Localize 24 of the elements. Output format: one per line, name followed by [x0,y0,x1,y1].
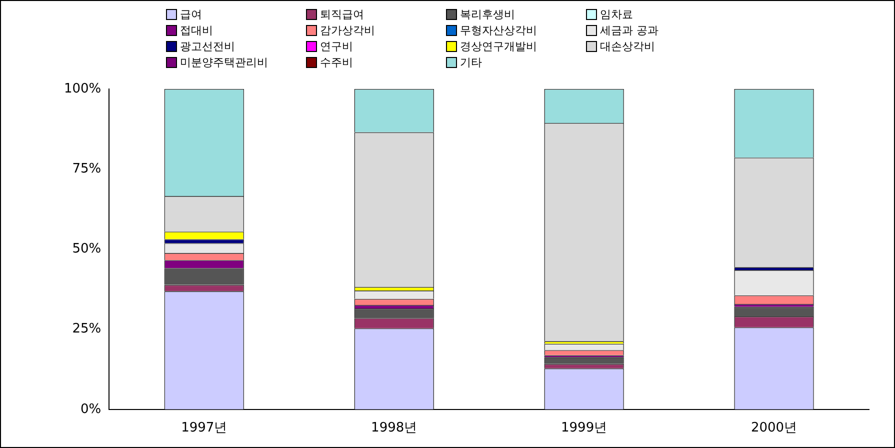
legend-label: 연구비 [320,39,353,54]
legend-label: 임차료 [600,7,633,22]
y-tick-label: 50% [72,242,102,257]
x-tick-label: 1999년 [561,420,608,436]
legend-label: 복리후생비 [460,7,515,22]
legend-label: 세금과 공과 [600,23,658,38]
y-tick-label: 100% [64,81,102,96]
y-tick-label: 25% [72,322,102,337]
y-tick-label: 75% [72,161,102,176]
y-tick-label: 0% [80,402,102,417]
legend-label: 대손상각비 [600,39,655,54]
legend-label: 광고선전비 [180,39,235,54]
legend-label: 수주비 [320,55,353,70]
legend-label: 무형자산상각비 [460,23,537,38]
legend-label: 퇴직급여 [320,7,364,22]
x-tick-label: 1998년 [371,420,418,436]
legend-label: 경상연구개발비 [460,39,537,54]
x-tick-label: 1997년 [181,420,228,436]
legend-label: 기타 [460,55,482,70]
legend-label: 미분양주택관리비 [180,55,268,70]
legend-label: 접대비 [180,23,213,38]
legend-label: 급여 [180,7,202,22]
x-tick-label: 2000년 [750,420,798,436]
legend-label: 감가상각비 [320,23,375,38]
